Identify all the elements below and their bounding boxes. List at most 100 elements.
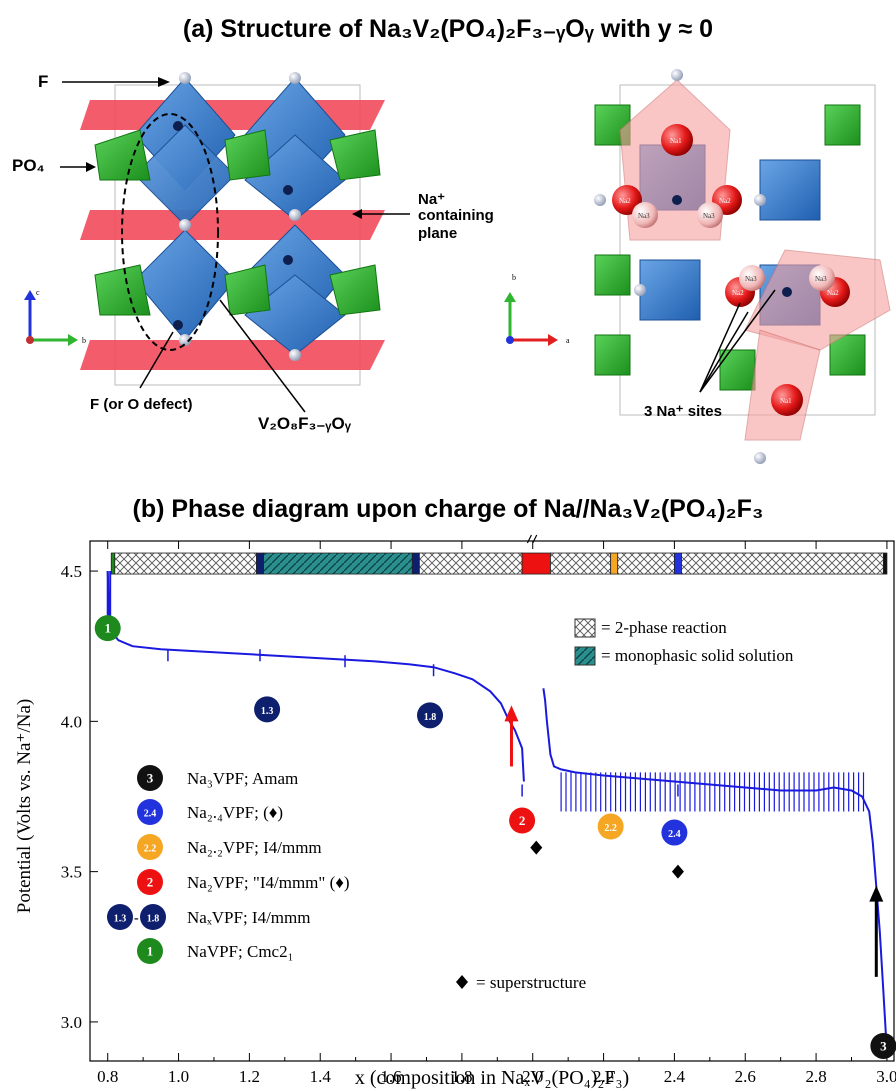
axis-b2-label: b	[512, 273, 516, 282]
panel-b-title: (b) Phase diagram upon charge of Na//Na₃…	[132, 495, 764, 523]
legend-phase-badge-label: 2.4	[144, 809, 157, 820]
label-po4: PO₄	[12, 156, 45, 175]
phase-marker-label: 2	[519, 813, 526, 828]
x-tick-label: 2.0	[522, 1067, 543, 1086]
superstructure-diamond	[530, 840, 543, 855]
legend-phase-text: Na₃VPF; Amam	[187, 769, 298, 788]
legend-superstructure-diamond	[456, 975, 468, 989]
legend-phase-badge	[137, 765, 163, 791]
atom-na2-left: Na2	[619, 197, 631, 205]
x-tick-label: 1.0	[168, 1067, 189, 1086]
legend-phase-badge-label: 1.8	[147, 914, 160, 925]
phase-segment	[114, 552, 257, 575]
phase-marker	[597, 813, 624, 840]
x-tick-label: 1.4	[310, 1067, 332, 1086]
phase-marker	[661, 819, 688, 846]
legend-2phase-text: = 2-phase reaction	[601, 618, 727, 637]
phase-segment	[411, 552, 420, 575]
left-structure: c b	[24, 72, 385, 386]
phase-segment	[674, 552, 682, 575]
legend-monophasic-text: = monophasic solid solution	[601, 646, 794, 665]
legend-phase-badge	[137, 834, 163, 860]
legend-2phase-swatch	[574, 618, 596, 638]
phase-marker-label: 1	[104, 621, 111, 636]
label-f: F	[38, 72, 49, 91]
atom-na3-mid: Na3	[745, 275, 757, 283]
label-na-plane-2: containing	[418, 207, 494, 224]
atom-na2-right: Na2	[719, 197, 731, 205]
label-v2o8: V₂O₈F₃₋ᵧOᵧ	[258, 414, 351, 433]
x-tick-label: 2.6	[735, 1067, 756, 1086]
legend-phase-badge	[107, 904, 133, 930]
phase-marker	[509, 807, 536, 834]
x-tick-label: 1.8	[451, 1067, 472, 1086]
phase-segment	[610, 552, 619, 575]
axis-break-mark	[526, 534, 538, 544]
label-na-plane-1: Na⁺	[418, 191, 446, 208]
na-plane-top	[80, 100, 385, 130]
phase-segment	[256, 552, 264, 575]
x-tick-label: 3.0	[876, 1067, 896, 1086]
phase-marker-label: 1.3	[261, 706, 274, 717]
atom-na3-far: Na3	[815, 275, 827, 283]
legend-phase-badge	[140, 904, 166, 930]
phase-marker	[94, 615, 121, 642]
atom-na2-mid: Na2	[732, 289, 744, 297]
axis-a-label: a	[566, 336, 570, 345]
phase-marker-label: 2.4	[668, 829, 681, 840]
legend-phase-text: Na₂.₂VPF; I4/mmm	[187, 838, 322, 857]
phase-segment	[263, 552, 413, 575]
crystal-structure-figure: c b Na1 Na2 Na2 Na3 Na3	[24, 69, 891, 464]
phase-marker-label: 1.8	[424, 712, 437, 723]
x-tick-label: 2.8	[805, 1067, 826, 1086]
phase-marker	[870, 1032, 896, 1059]
x-axis-label: x (composition in NaₓV₂(PO₄)₂F₃)	[355, 1067, 629, 1089]
legend-phase-badge-label: 1	[147, 944, 154, 959]
transition-arrowhead	[504, 705, 519, 722]
phase-segment	[110, 552, 116, 575]
phase-marker-label: 3	[880, 1038, 887, 1053]
legend-phase-badge-label: 1.3	[114, 914, 127, 925]
phase-segment	[521, 552, 551, 575]
legend-phase-badge	[137, 869, 163, 895]
superstructure-diamond	[671, 864, 684, 879]
na-plane-middle	[80, 210, 385, 240]
phase-diagram-chart: 0.8 1.0 1.2 1.4 1.6 1.8 2.0 2.2 2.4 2.6 2.8 3.0 3.0 3…	[14, 534, 896, 1089]
legend-phase-badge	[137, 799, 163, 825]
atom-na1-bottom: Na1	[780, 397, 792, 405]
legend-phase-badge	[137, 938, 163, 964]
phase-marker-label: 2.2	[604, 823, 617, 834]
phase-marker	[417, 702, 444, 729]
label-na-plane-3: plane	[418, 225, 458, 242]
phase-segment	[882, 552, 888, 575]
atom-na1-top: Na1	[670, 137, 682, 145]
y-axis-label: Potential (Volts vs. Na⁺/Na)	[14, 699, 35, 913]
legend-dash: -	[134, 911, 139, 926]
phase-segment	[418, 552, 523, 575]
x-tick-label: 2.2	[593, 1067, 614, 1086]
x-tick-label: 1.2	[239, 1067, 260, 1086]
phase-segment	[617, 552, 675, 575]
transition-arrowhead	[869, 885, 884, 902]
relaxation-spikes	[560, 772, 865, 812]
legend-phase-text: Na₂.₄VPF; (♦)	[187, 803, 283, 822]
legend-phase-badge-label: 2	[147, 875, 154, 890]
phase-marker	[254, 696, 281, 723]
x-tick-label: 0.8	[97, 1067, 118, 1086]
legend-phase-badge-label: 2.2	[144, 844, 157, 855]
voltage-curve	[542, 688, 888, 1053]
x-tick-label: 2.4	[664, 1067, 686, 1086]
legend-phase-text: NaₓVPF; I4/mmm	[187, 908, 310, 927]
y-tick-label: 3.5	[61, 863, 82, 882]
atom-na3-right: Na3	[703, 212, 715, 220]
atom-na3-left: Na3	[638, 212, 650, 220]
atom-na2-far: Na2	[827, 289, 839, 297]
axis-b-label: b	[82, 336, 86, 345]
phase-bar	[110, 534, 888, 575]
panel-a-title: (a) Structure of Na₃V₂(PO₄)₂F₃₋ᵧOᵧ with …	[182, 15, 714, 43]
legend-monophasic-swatch	[574, 646, 596, 666]
na-plane-bottom	[80, 340, 385, 370]
legend-phase-badge-label: 3	[147, 771, 154, 786]
legend-phase-text: Na₂VPF; "I4/mmm" (♦)	[187, 873, 350, 892]
y-tick-label: 4.0	[61, 712, 82, 731]
